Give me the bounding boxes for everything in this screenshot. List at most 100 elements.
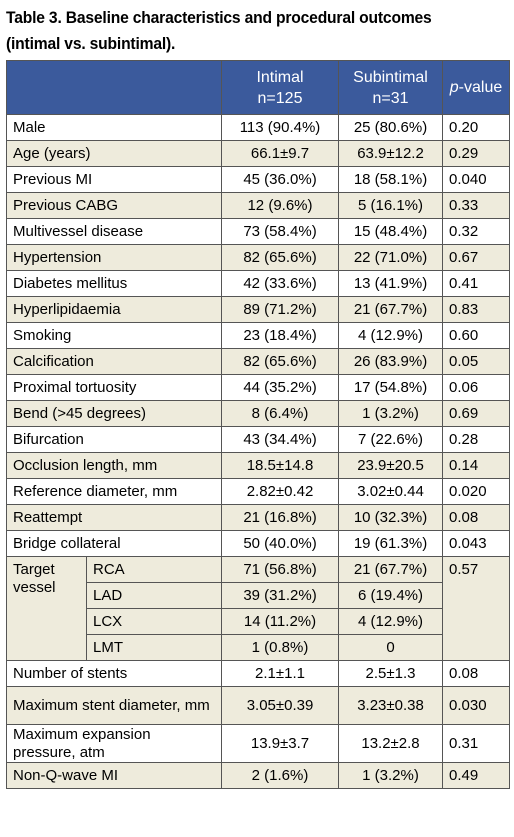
- row-label: Number of stents: [6, 660, 222, 687]
- intimal-value: 43 (34.4%): [221, 426, 339, 453]
- table-row: Previous MI 45 (36.0%) 18 (58.1%) 0.040: [6, 166, 510, 193]
- subintimal-value: 1 (3.2%): [338, 762, 443, 789]
- intimal-value: 39 (31.2%): [221, 582, 339, 609]
- row-label: Reattempt: [6, 504, 222, 531]
- header-subintimal-n: n=31: [372, 89, 409, 107]
- intimal-value: 23 (18.4%): [221, 322, 339, 349]
- subintimal-value: 3.02±0.44: [338, 478, 443, 505]
- subintimal-value: 17 (54.8%): [338, 374, 443, 401]
- p-value: 0.28: [442, 426, 510, 453]
- subintimal-value: 6 (19.4%): [338, 582, 443, 609]
- intimal-value: 66.1±9.7: [221, 140, 339, 167]
- subintimal-value: 7 (22.6%): [338, 426, 443, 453]
- header-pvalue-italic: p: [449, 79, 459, 96]
- intimal-value: 113 (90.4%): [221, 114, 339, 141]
- vessel-name: RCA: [86, 556, 222, 583]
- subintimal-value: 4 (12.9%): [338, 608, 443, 635]
- intimal-value: 8 (6.4%): [221, 400, 339, 427]
- table-row: Calcification 82 (65.6%) 26 (83.9%) 0.05: [6, 348, 510, 375]
- table-row: Reattempt 21 (16.8%) 10 (32.3%) 0.08: [6, 504, 510, 531]
- intimal-value: 50 (40.0%): [221, 530, 339, 557]
- row-label: Diabetes mellitus: [6, 270, 222, 297]
- table-row: Non-Q-wave MI 2 (1.6%) 1 (3.2%) 0.49: [6, 762, 510, 789]
- subintimal-value: 21 (67.7%): [338, 556, 443, 583]
- intimal-value: 18.5±14.8: [221, 452, 339, 479]
- subintimal-value: 3.23±0.38: [338, 686, 443, 725]
- vessel-name: LCX: [86, 608, 222, 635]
- header-pvalue: p-value: [442, 60, 510, 115]
- header-intimal: Intimal n=125: [221, 60, 339, 115]
- table-row: Hypertension 82 (65.6%) 22 (71.0%) 0.67: [6, 244, 510, 271]
- target-vessel-label: Target vessel: [6, 556, 87, 661]
- table-row: Proximal tortuosity 44 (35.2%) 17 (54.8%) 0…: [6, 374, 510, 401]
- subintimal-value: 18 (58.1%): [338, 166, 443, 193]
- table-row: Bend (>45 degrees) 8 (6.4%) 1 (3.2%) 0.69: [6, 400, 510, 427]
- header-intimal-n: n=125: [257, 89, 303, 107]
- p-value: 0.14: [442, 452, 510, 479]
- subintimal-value: 26 (83.9%): [338, 348, 443, 375]
- p-value: 0.29: [442, 140, 510, 167]
- p-value: 0.69: [442, 400, 510, 427]
- subintimal-value: 25 (80.6%): [338, 114, 443, 141]
- table-row: Diabetes mellitus 42 (33.6%) 13 (41.9%) 0.4…: [6, 270, 510, 297]
- table-row: Hyperlipidaemia 89 (71.2%) 21 (67.7%) 0.83: [6, 296, 510, 323]
- row-label: Hypertension: [6, 244, 222, 271]
- subintimal-value: 15 (48.4%): [338, 218, 443, 245]
- intimal-value: 89 (71.2%): [221, 296, 339, 323]
- row-label: Bifurcation: [6, 426, 222, 453]
- target-vessel-row: Target vessel RCA 71 (56.8%) 21 (67.7%) 0.57: [6, 556, 510, 661]
- intimal-value: 42 (33.6%): [221, 270, 339, 297]
- row-label: Maximum expansion pressure, atm: [6, 724, 222, 763]
- subintimal-value: 13 (41.9%): [338, 270, 443, 297]
- p-value: 0.040: [442, 166, 510, 193]
- subintimal-value: 1 (3.2%): [338, 400, 443, 427]
- subintimal-value: 63.9±12.2: [338, 140, 443, 167]
- p-value: 0.60: [442, 322, 510, 349]
- p-value: 0.030: [442, 686, 510, 725]
- header-pvalue-rest: -value: [458, 79, 503, 96]
- row-label: Hyperlipidaemia: [6, 296, 222, 323]
- intimal-value: 2 (1.6%): [221, 762, 339, 789]
- row-label: Proximal tortuosity: [6, 374, 222, 401]
- intimal-value: 82 (65.6%): [221, 348, 339, 375]
- vessel-name: LMT: [86, 634, 222, 661]
- p-value: 0.08: [442, 660, 510, 687]
- intimal-value: 13.9±3.7: [221, 724, 339, 763]
- row-label: Maximum stent diameter, mm: [6, 686, 222, 725]
- row-label: Occlusion length, mm: [6, 452, 222, 479]
- row-label: Smoking: [6, 322, 222, 349]
- intimal-value: 14 (11.2%): [221, 608, 339, 635]
- p-value: 0.043: [442, 530, 510, 557]
- p-value: 0.020: [442, 478, 510, 505]
- vessel-name: LAD: [86, 582, 222, 609]
- subintimal-value: 10 (32.3%): [338, 504, 443, 531]
- table-row: Previous CABG 12 (9.6%) 5 (16.1%) 0.33: [6, 192, 510, 219]
- table-row: Occlusion length, mm 18.5±14.8 23.9±20.5 0.…: [6, 452, 510, 479]
- intimal-value: 3.05±0.39: [221, 686, 339, 725]
- intimal-value: 45 (36.0%): [221, 166, 339, 193]
- table-caption: Table 3. Baseline characteristics and pr…: [6, 8, 432, 53]
- p-value: 0.05: [442, 348, 510, 375]
- intimal-value: 44 (35.2%): [221, 374, 339, 401]
- target-vessel-row: LAD 39 (31.2%) 6 (19.4%): [7, 582, 510, 609]
- p-value: 0.08: [442, 504, 510, 531]
- subintimal-value: 5 (16.1%): [338, 192, 443, 219]
- p-value: 0.33: [442, 192, 510, 219]
- p-value: 0.49: [442, 762, 510, 789]
- subintimal-value: 13.2±2.8: [338, 724, 443, 763]
- p-value: 0.31: [442, 724, 510, 763]
- header-intimal-label: Intimal: [256, 68, 304, 86]
- row-label: Non-Q-wave MI: [6, 762, 222, 789]
- table-row: Maximum expansion pressure, atm 13.9±3.7 1…: [6, 724, 510, 763]
- p-value: 0.06: [442, 374, 510, 401]
- p-value: 0.67: [442, 244, 510, 271]
- baseline-table: Intimal n=125 Subintimal n=31 p-value Male…: [6, 60, 510, 789]
- row-label: Reference diameter, mm: [6, 478, 222, 505]
- row-label: Bridge collateral: [6, 530, 222, 557]
- intimal-value: 2.82±0.42: [221, 478, 339, 505]
- intimal-value: 71 (56.8%): [221, 556, 339, 583]
- table-row: Multivessel disease 73 (58.4%) 15 (48.4%) 0…: [6, 218, 510, 245]
- row-label: Male: [6, 114, 222, 141]
- subintimal-value: 2.5±1.3: [338, 660, 443, 687]
- table-row: Male 113 (90.4%) 25 (80.6%) 0.20: [6, 114, 510, 141]
